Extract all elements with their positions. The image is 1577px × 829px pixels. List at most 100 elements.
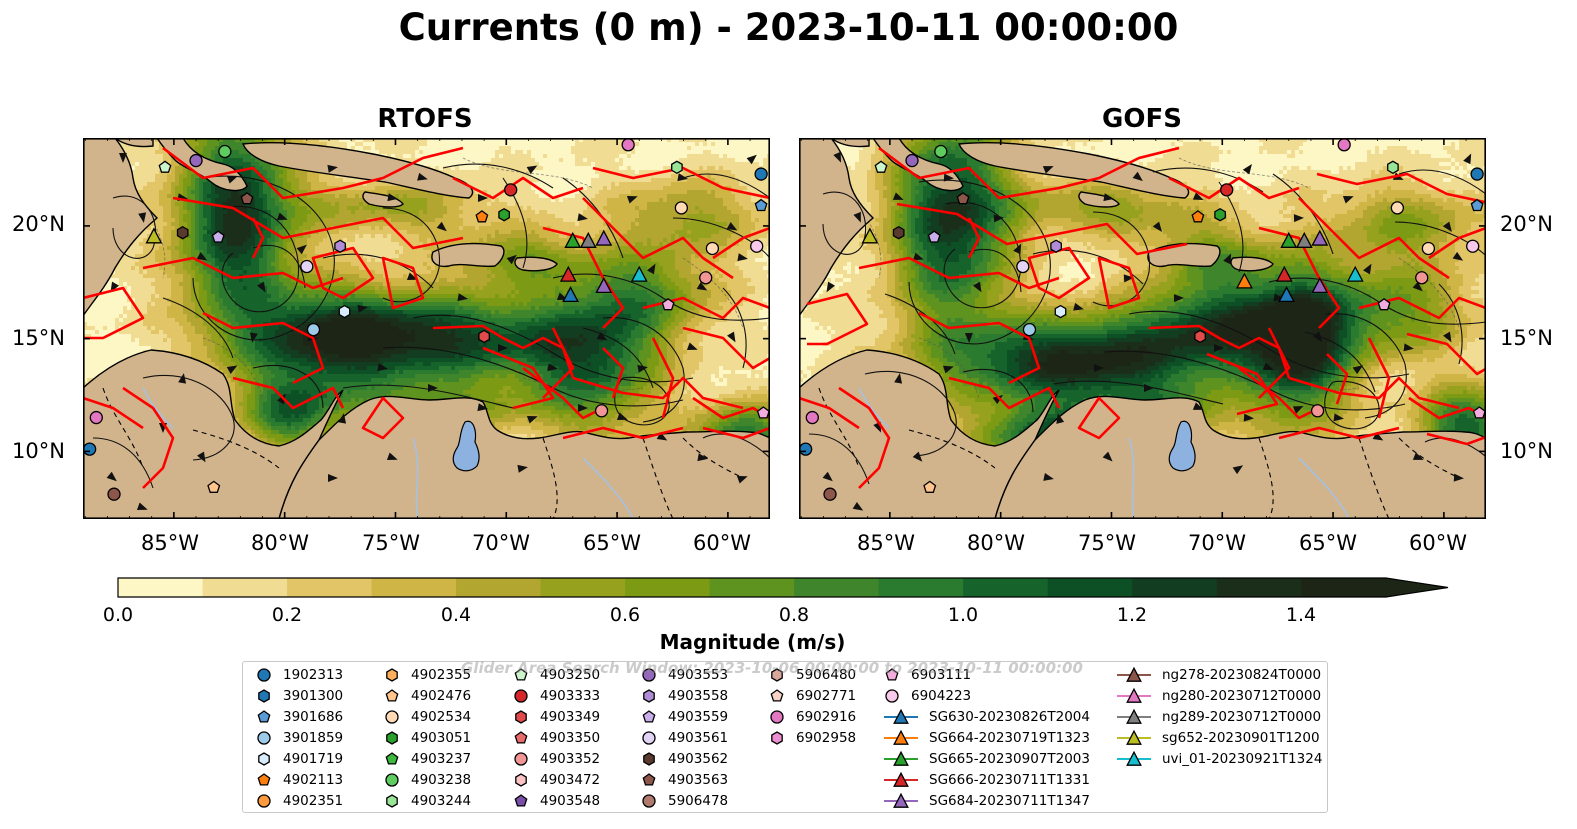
- legend-item: 4903563: [640, 770, 728, 790]
- colorbar-segment: [963, 578, 1049, 597]
- float-marker: [754, 167, 768, 181]
- legend-float-icon: [257, 710, 271, 723]
- current-arrow: [1412, 452, 1424, 460]
- legend-label: SG666-20230711T1331: [929, 772, 1090, 788]
- legend-marker-icon: [643, 689, 655, 703]
- legend-label: 4903333: [540, 688, 600, 704]
- legend-marker-icon: [642, 794, 656, 808]
- float-marker: [674, 201, 689, 215]
- legend-marker-icon: [884, 729, 918, 745]
- current-arrow: [943, 365, 954, 374]
- colorbar-label: Magnitude (m/s): [0, 630, 1505, 654]
- map-panel-rtofs[interactable]: [83, 138, 770, 519]
- legend-marker-icon: [1117, 708, 1151, 724]
- legend-float-icon: [386, 731, 398, 745]
- colorbar-segment: [625, 578, 711, 597]
- current-arrow: [1243, 413, 1254, 422]
- current-arrow: [417, 172, 428, 181]
- current-arrow: [852, 501, 864, 511]
- colorbar-segment: [794, 578, 880, 597]
- legend-label: 4903559: [668, 709, 728, 725]
- float-marker: [475, 210, 489, 223]
- current-arrow: [1056, 413, 1065, 424]
- legend-label: 4903051: [411, 730, 471, 746]
- legend-label: 4902534: [411, 709, 471, 725]
- float-marker: [594, 404, 609, 418]
- legend-glider-icon: [893, 750, 909, 766]
- legend-float-icon: [642, 668, 656, 682]
- search-window-boundaries: [799, 146, 1486, 489]
- legend-item: ng278-20230824T0000: [1116, 665, 1321, 685]
- legend-label: 6902916: [796, 709, 856, 725]
- legend-item: uvi_01-20230921T1324: [1116, 749, 1322, 769]
- current-arrow: [457, 293, 468, 302]
- current-arrow: [1102, 451, 1113, 462]
- float-marker: [176, 225, 189, 240]
- current-arrow: [178, 373, 187, 384]
- current-arrow: [697, 453, 708, 462]
- legend-marker-icon: [257, 710, 271, 723]
- float-marker: [498, 207, 510, 222]
- colorbar-segment: [1132, 578, 1218, 597]
- current-arrow: [498, 344, 508, 352]
- glider-marker: [1295, 231, 1313, 248]
- map-panel-gofs[interactable]: [799, 138, 1486, 519]
- rivers: [142, 387, 634, 519]
- legend-float-icon: [642, 794, 656, 808]
- current-arrow: [1372, 432, 1384, 441]
- current-arrow: [892, 192, 904, 200]
- legend-label: 4903548: [540, 793, 600, 809]
- current-arrow: [637, 364, 648, 373]
- legend-marker-icon: [884, 792, 918, 808]
- current-arrow: [196, 252, 208, 261]
- colorbar-segment: [371, 578, 457, 597]
- country-borders: [102, 387, 744, 519]
- current-arrow: [436, 221, 447, 232]
- float-markers: [799, 138, 1486, 501]
- current-arrow: [1123, 274, 1134, 283]
- legend-label: ng289-20230712T0000: [1162, 709, 1321, 725]
- current-arrow: [1173, 294, 1184, 303]
- colorbar-tick-label: 1.2: [1117, 604, 1147, 626]
- current-arrow: [1333, 413, 1344, 422]
- current-arrow: [377, 363, 388, 372]
- legend-marker-icon: [1117, 666, 1151, 682]
- legend-marker-icon: [514, 668, 528, 681]
- current-arrow: [387, 193, 398, 202]
- legend-glider-icon: [1126, 687, 1142, 703]
- legend-float-icon: [771, 668, 783, 682]
- float-marker: [661, 297, 675, 311]
- current-arrow: [1312, 331, 1322, 343]
- float-marker: [1421, 241, 1436, 256]
- legend-item: 4903559: [640, 707, 728, 727]
- legend-marker-icon: [885, 668, 899, 681]
- lon-tick-label: 85°W: [857, 531, 915, 555]
- current-arrow: [1242, 163, 1252, 175]
- legend-float-icon: [385, 710, 399, 724]
- glider-marker: [564, 231, 582, 248]
- legend-glider-icon: [1126, 729, 1142, 745]
- current-arrow: [894, 373, 903, 384]
- lon-tick-label: 80°W: [251, 531, 309, 555]
- current-arrow: [1192, 402, 1204, 410]
- current-arrow: [973, 281, 982, 293]
- float-marker: [1415, 271, 1429, 285]
- float-marker: [1050, 239, 1062, 253]
- legend-label: 3901686: [283, 709, 343, 725]
- lat-tick-label: 15°N: [12, 326, 65, 350]
- legend-marker-icon: [257, 731, 271, 745]
- colorbar-extend-arrow: [1386, 578, 1448, 597]
- current-arrow: [1443, 331, 1452, 343]
- legend-item: 4901719: [255, 749, 343, 769]
- float-marker: [1387, 160, 1399, 175]
- legend-float-icon: [642, 731, 656, 745]
- lon-tick-label: 75°W: [1078, 531, 1136, 555]
- legend-label: 6904223: [911, 688, 971, 704]
- legend-item: 4903349: [512, 707, 600, 727]
- float-marker: [671, 160, 683, 175]
- current-arrow: [1292, 405, 1304, 414]
- current-arrow: [1403, 343, 1414, 352]
- legend-marker-icon: [385, 710, 399, 724]
- legend-float-icon: [258, 689, 270, 703]
- current-arrow: [197, 451, 206, 463]
